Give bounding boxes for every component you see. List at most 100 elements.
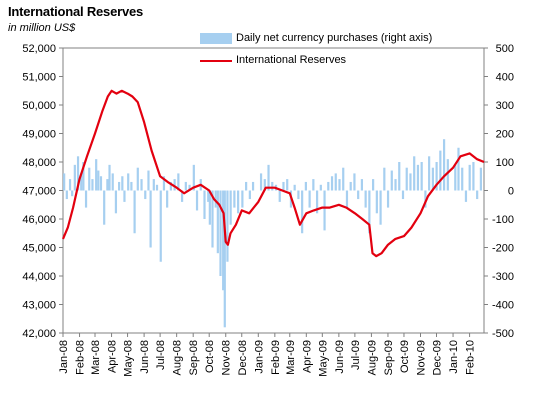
right-axis-tick-label: 500 [496,43,514,55]
x-axis-tick-label: Jan-08 [58,340,70,374]
bar-purchase [114,190,118,214]
bar-purchase [76,156,80,191]
bar-purchase [237,190,240,214]
x-axis-tick-label: Jan-10 [448,340,460,374]
bar-purchase [457,147,460,191]
bar-purchase [177,173,180,191]
x-axis-tick-label: May-08 [123,340,135,377]
right-axis-tick-label: 300 [496,100,514,112]
legend-label-reserves: International Reserves [236,54,347,66]
bar-purchase [379,190,382,225]
bar-purchase [424,190,427,208]
bar-purchase [65,190,68,200]
bar-purchase [188,184,191,191]
x-axis-tick-label: Dec-08 [237,340,249,375]
bar-purchase [297,190,300,200]
bar-purchase [208,190,211,225]
bar-purchase [245,181,248,191]
bar-purchase [241,190,244,208]
legend-item-reserves: International Reserves [200,52,432,74]
left-axis-tick-label: 42,000 [22,328,56,340]
x-axis-tick-label: Mar-08 [90,340,102,375]
bar-purchase [271,181,274,191]
bar-purchase [84,190,88,208]
bar-purchase [312,179,315,191]
bar-purchase [226,190,229,262]
bar-purchase [95,159,98,191]
left-axis-tick-label: 49,000 [22,129,56,141]
legend-label-purchases: Daily net currency purchases (right axis… [236,32,433,44]
x-axis-tick-label: Apr-08 [107,340,119,373]
x-axis-tick-label: Jul-08 [155,340,167,370]
x-axis-tick-label: Apr-09 [301,340,313,373]
bar-purchase [152,179,155,191]
x-axis-tick-label: Nov-08 [221,340,233,375]
reserves-line [61,89,485,258]
left-axis-tick-label: 45,000 [22,243,56,255]
bar-purchase [468,164,471,191]
bar-purchase [97,170,100,191]
bar-purchase [342,167,345,191]
bar-purchase [327,181,330,191]
legend-item-purchases: Daily net currency purchases (right axis… [200,30,432,52]
bar-purchase [319,184,322,191]
bar-purchase [71,190,74,197]
bar-purchase [308,190,311,208]
bar-purchase [99,176,103,191]
bar-purchase [353,173,356,191]
bar-purchase [357,190,360,200]
bar-purchase [405,167,408,191]
bar-purchase [345,190,349,208]
bar-purchase [259,173,263,191]
bar-purchase [263,179,266,191]
left-axis-tick-label: 52,000 [22,43,56,55]
bar-purchase [162,176,166,191]
bar-purchase [383,167,386,191]
bar-purchase [222,190,225,291]
x-axis-tick-label: Sep-08 [188,340,200,375]
right-axis-tick-label: -300 [492,271,514,283]
bar-purchase [180,190,184,202]
bar-purchase [479,167,482,191]
bar-purchase [386,190,390,208]
bar-purchase [454,164,457,191]
left-axis-tick-label: 48,000 [22,157,56,169]
x-axis-tick-label: Oct-08 [204,340,216,373]
bar-purchase [155,184,159,191]
bar-purchase [439,150,442,191]
bar-purchase [68,179,72,191]
bar-purchase [248,190,251,200]
bar-purchase [203,190,206,219]
bar-purchase [233,190,236,208]
bar-purchase [446,159,449,191]
bar-purchase [111,173,114,191]
bar-purchase [464,190,468,202]
x-axis-tick-label: Dec-09 [432,340,444,375]
bar-purchase [476,190,479,200]
x-axis-tick-label: Aug-09 [366,340,378,375]
bar-purchase [169,181,172,191]
bar-purchase [108,164,111,191]
bar-purchase [304,181,307,191]
right-axis-tick-label: -200 [492,243,514,255]
bar-purchase [88,167,91,191]
bar-purchase [315,190,319,214]
bar-purchase [364,190,367,208]
bar-purchase [123,190,126,202]
bar-purchase [149,190,152,248]
x-axis-tick-label: Nov-09 [416,340,428,375]
bar-purchase [214,190,217,208]
bar-purchase [330,176,334,191]
bar-purchase [195,190,199,211]
bar-purchase [140,179,143,191]
bar-purchase [91,179,94,191]
x-axis-tick-label: Feb-09 [270,340,282,375]
bar-purchase [267,164,270,191]
bar-purchase [106,179,109,191]
x-axis-tick-label: May-09 [317,340,329,377]
bar-purchase [431,167,434,191]
right-axis-tick-label: -400 [492,300,514,312]
bar-purchase [338,179,341,191]
bar-purchase [147,170,150,191]
x-axis-tick-label: Jun-08 [139,340,151,374]
